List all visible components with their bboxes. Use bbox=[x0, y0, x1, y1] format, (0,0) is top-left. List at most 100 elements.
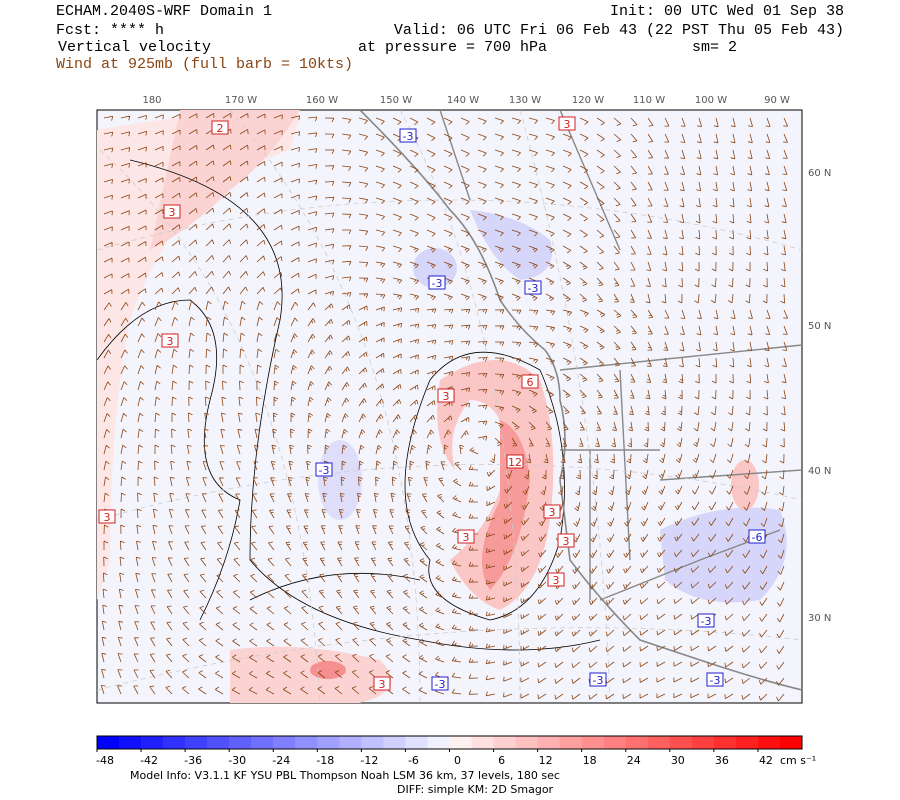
lon-label: 110 W bbox=[633, 95, 665, 106]
colorbar-swatch bbox=[537, 736, 560, 749]
colorbar-tick-label: 30 bbox=[671, 754, 685, 767]
colorbar-swatch bbox=[295, 736, 318, 749]
pressure: at pressure = 700 hPa bbox=[358, 39, 547, 56]
contour-label-box bbox=[697, 613, 715, 628]
contour-label: 3 bbox=[379, 678, 386, 691]
contour-label-box bbox=[543, 504, 561, 519]
colorbar-swatch bbox=[427, 736, 450, 749]
lat-label: 50 N bbox=[808, 321, 831, 332]
model-info: Model Info: V3.1.1 KF YSU PBL Thompson N… bbox=[130, 769, 560, 782]
colorbar: -48 -42 -36 -30 -24 -18 -12 -6 0 6 12 18 24 30 36 42 cm … bbox=[96, 735, 816, 767]
lat-label: 60 N bbox=[808, 168, 831, 179]
lon-label: 120 W bbox=[572, 95, 604, 106]
contour-label-box bbox=[748, 529, 766, 544]
contour-label: 6 bbox=[527, 376, 534, 389]
wind-note: Wind at 925mb (full barb = 10kts) bbox=[56, 56, 353, 73]
contour bbox=[97, 299, 241, 621]
lat-label: 30 N bbox=[808, 613, 831, 624]
contour-label: 12 bbox=[508, 456, 522, 469]
graticule bbox=[97, 110, 802, 703]
colorbar-swatch bbox=[229, 736, 252, 749]
contour-label: 2 bbox=[217, 122, 224, 135]
negative-area bbox=[318, 440, 362, 520]
contour-label-box bbox=[524, 280, 542, 295]
contour-label: 3 bbox=[169, 206, 176, 219]
colorbar-swatch bbox=[647, 736, 671, 749]
colorbar-swatch bbox=[559, 736, 582, 749]
contour-label: -6 bbox=[752, 531, 763, 544]
colorbar-tick-label: -36 bbox=[184, 754, 202, 767]
init: Init: 00 UTC Wed 01 Sep 38 bbox=[610, 3, 844, 20]
colorbar-swatch bbox=[207, 736, 230, 749]
model-diff: DIFF: simple KM: 2D Smagor bbox=[397, 783, 554, 796]
colorbar-swatch bbox=[669, 736, 693, 749]
wind-barbs bbox=[100, 112, 789, 702]
contour-label: -3 bbox=[593, 674, 604, 687]
lon-label: 180 bbox=[142, 95, 161, 106]
colorbar-tick-label: -42 bbox=[140, 754, 158, 767]
colorbar-swatch bbox=[471, 736, 494, 749]
contour-label-box bbox=[428, 275, 446, 290]
colorbar-tick-label: 6 bbox=[498, 754, 505, 767]
contour-label: 3 bbox=[563, 535, 570, 548]
colorbar-tick-label: 12 bbox=[539, 754, 553, 767]
colorbar-swatch bbox=[185, 736, 208, 749]
field: Vertical velocity bbox=[58, 39, 211, 56]
colorbar-swatch bbox=[97, 736, 120, 749]
colorbar-swatch bbox=[383, 736, 406, 749]
contour-label-box bbox=[399, 128, 417, 143]
colorbar-swatch bbox=[779, 736, 803, 749]
contour-label-box bbox=[98, 509, 116, 524]
contour-label: -3 bbox=[528, 282, 539, 295]
lon-label: 150 W bbox=[380, 95, 412, 106]
contour-label-box bbox=[163, 204, 181, 219]
colorbar-tick-label: 42 bbox=[759, 754, 773, 767]
contour-label-box bbox=[457, 529, 475, 544]
contour-label: 3 bbox=[167, 335, 174, 348]
contour-label: 3 bbox=[564, 118, 571, 131]
contour-label: -3 bbox=[403, 130, 414, 143]
colorbar-tick-label: 18 bbox=[583, 754, 597, 767]
colorbar-swatch bbox=[625, 736, 649, 749]
contour-label-box bbox=[315, 462, 333, 477]
negative-area bbox=[660, 507, 787, 603]
title: ECHAM.2040S-WRF Domain 1 bbox=[56, 3, 272, 20]
colorbar-swatch bbox=[735, 736, 759, 749]
forecast: Fcst: **** h bbox=[56, 22, 164, 39]
contour-label: 3 bbox=[553, 574, 560, 587]
lon-label: 160 W bbox=[306, 95, 338, 106]
colorbar-swatch bbox=[449, 736, 472, 749]
contour bbox=[129, 159, 601, 651]
lat-label: 40 N bbox=[808, 466, 831, 477]
contour-label: 3 bbox=[463, 531, 470, 544]
colorbar-swatch bbox=[493, 736, 516, 749]
contour-label-box bbox=[521, 374, 539, 389]
colorbar-swatch bbox=[163, 736, 186, 749]
lon-label: 140 W bbox=[447, 95, 479, 106]
colorbar-swatch bbox=[515, 736, 538, 749]
lon-label: 90 W bbox=[764, 95, 790, 106]
colorbar-tick-label: 24 bbox=[627, 754, 641, 767]
colorbar-tick-label: -24 bbox=[272, 754, 290, 767]
contour-label-box bbox=[589, 672, 607, 687]
colorbar-tick-label: 0 bbox=[454, 754, 461, 767]
positive-area bbox=[437, 360, 554, 610]
colorbar-swatch bbox=[339, 736, 362, 749]
colorbar-tick-label: -6 bbox=[408, 754, 419, 767]
colorbar-tick-label: -12 bbox=[360, 754, 378, 767]
contour-label-box bbox=[211, 120, 229, 135]
contour-label-box bbox=[431, 676, 449, 691]
contour-label: -3 bbox=[435, 678, 446, 691]
colorbar-swatch bbox=[691, 736, 715, 749]
contour-label-box bbox=[557, 533, 575, 548]
colorbar-swatch bbox=[603, 736, 627, 749]
positive-area bbox=[97, 114, 300, 600]
contour-label: 3 bbox=[549, 506, 556, 519]
negative-area bbox=[470, 210, 552, 280]
contour-label: -3 bbox=[701, 615, 712, 628]
positive-area bbox=[310, 661, 346, 679]
lon-label: 100 W bbox=[695, 95, 727, 106]
colorbar-unit: cm s⁻¹ bbox=[780, 754, 816, 767]
